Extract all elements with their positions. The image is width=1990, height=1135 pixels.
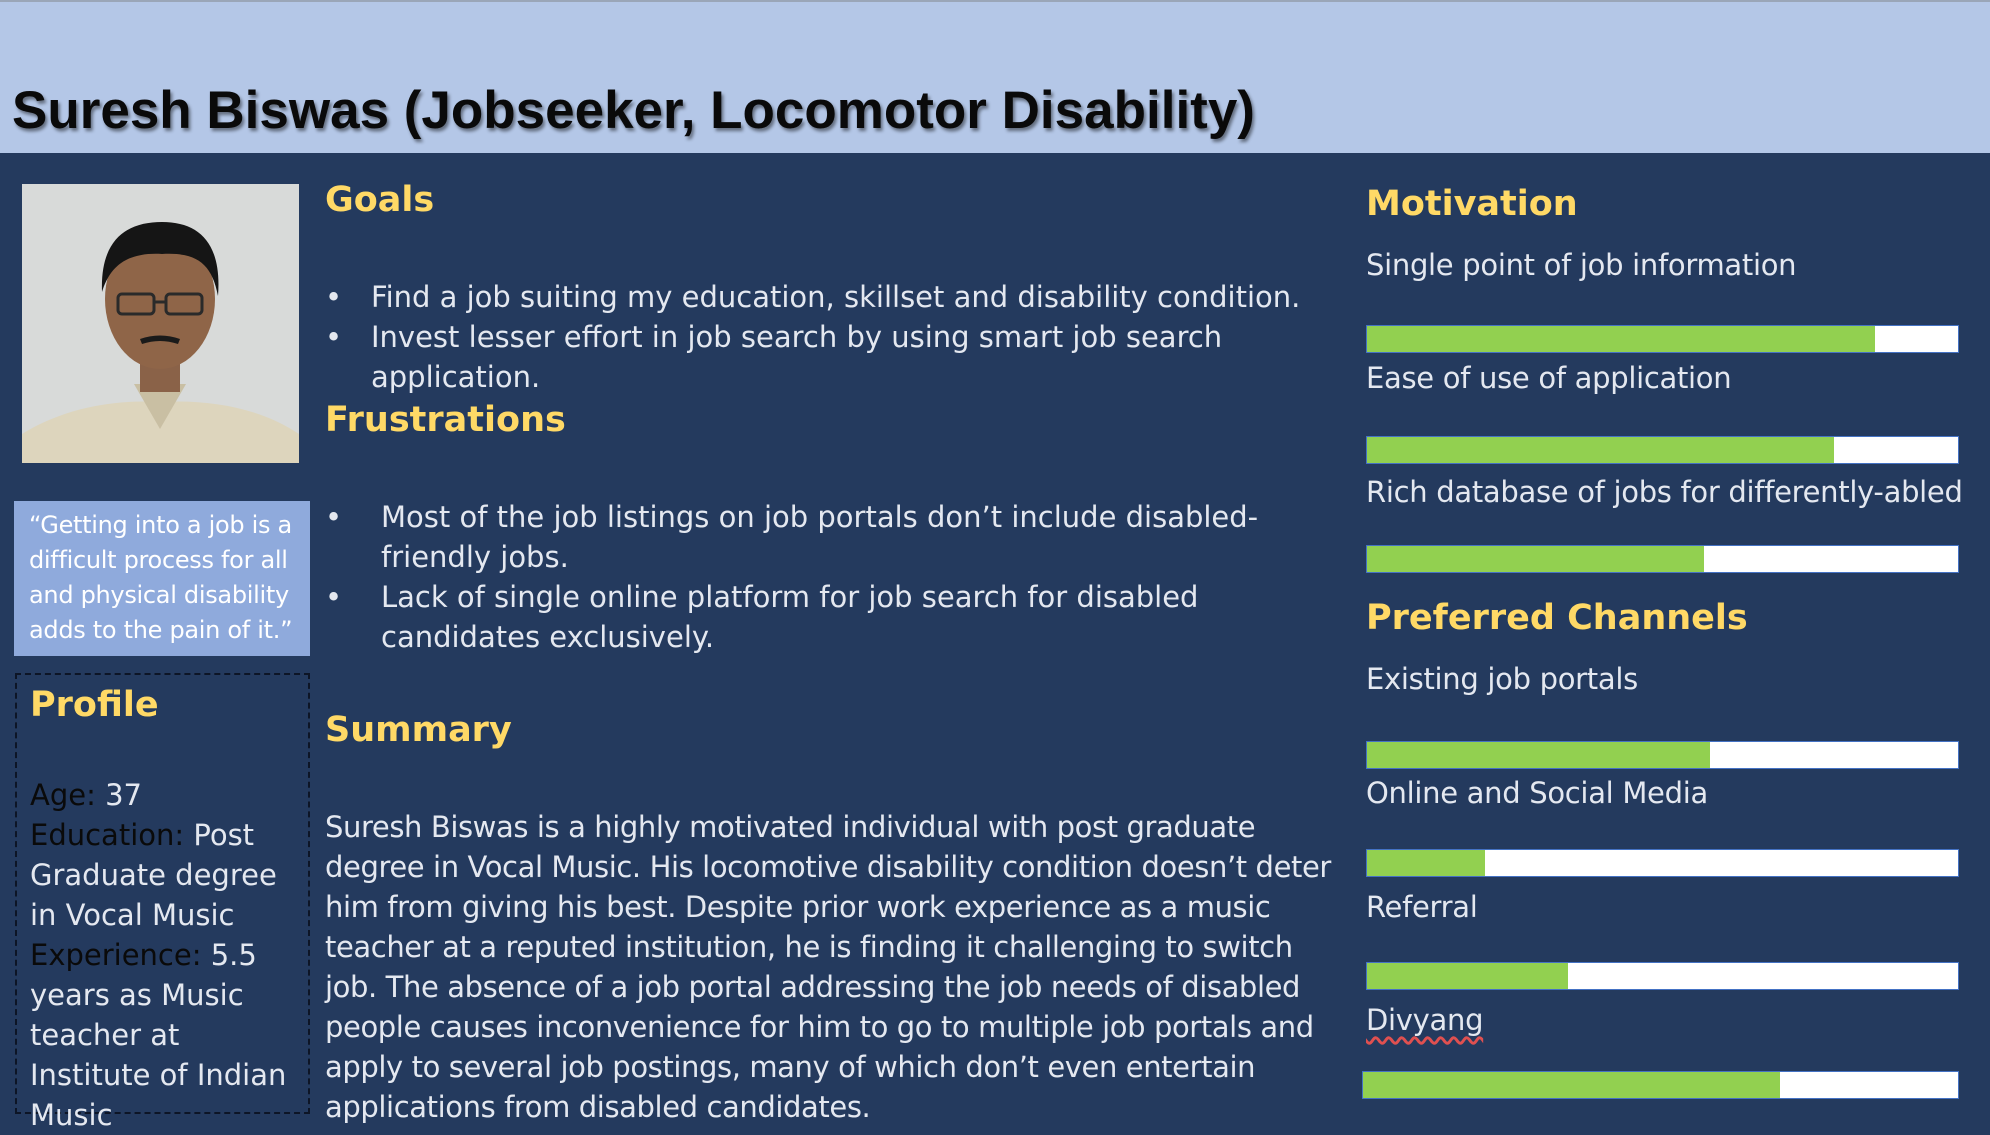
goal-item: Find a job suiting my education, skillse… <box>325 277 1335 317</box>
channel-bar <box>1366 962 1959 990</box>
age-label: Age: <box>30 778 96 812</box>
persona-photo <box>22 184 299 463</box>
motivation-label: Rich database of jobs for differently-ab… <box>1366 475 1963 509</box>
bar-fill <box>1367 546 1704 572</box>
persona-quote: “Getting into a job is a difficult proce… <box>14 501 310 656</box>
summary-text: Suresh Biswas is a highly motivated indi… <box>325 810 1331 1124</box>
frustration-item: Most of the job listings on job portals … <box>325 497 1320 577</box>
channel-label: Divyang <box>1366 1003 1484 1037</box>
motivation-label: Ease of use of application <box>1366 361 1732 395</box>
goals-list: Find a job suiting my education, skillse… <box>325 277 1335 397</box>
channel-label: Existing job portals <box>1366 662 1638 696</box>
goal-item: Invest lesser effort in job search by us… <box>325 317 1335 397</box>
education-label: Education: <box>30 818 185 852</box>
bar-fill <box>1367 326 1876 352</box>
bar-fill <box>1367 963 1568 989</box>
channel-label: Online and Social Media <box>1366 776 1708 810</box>
experience-label: Experience: <box>30 938 202 972</box>
age-value: 37 <box>95 778 142 812</box>
goals-heading: Goals <box>325 180 435 220</box>
profile-heading: Profile <box>30 685 159 725</box>
education-value: Post Graduate degree in Vocal Music <box>30 818 277 932</box>
channel-bar <box>1366 741 1959 769</box>
bar-fill <box>1363 1072 1780 1098</box>
profile-details: Age: 37 Education: Post Graduate degree … <box>30 775 308 1135</box>
page-title: Suresh Biswas (Jobseeker, Locomotor Disa… <box>12 81 1255 140</box>
channel-bar <box>1362 1071 1959 1099</box>
motivation-label: Single point of job information <box>1366 248 1797 282</box>
profile-box: Profile Age: 37 Education: Post Graduate… <box>15 673 310 1132</box>
channels-heading: Preferred Channels <box>1366 598 1748 638</box>
channel-bar <box>1366 849 1959 877</box>
bar-fill <box>1367 850 1486 876</box>
motivation-heading: Motivation <box>1366 184 1578 224</box>
frustrations-list: Most of the job listings on job portals … <box>325 497 1320 657</box>
title-banner: Suresh Biswas (Jobseeker, Locomotor Disa… <box>0 0 1990 153</box>
frustration-item: Lack of single online platform for job s… <box>325 577 1320 657</box>
motivation-bar <box>1366 545 1959 573</box>
motivation-bar <box>1366 436 1959 464</box>
frustrations-heading: Frustrations <box>325 400 566 440</box>
summary-heading: Summary <box>325 710 512 750</box>
bar-fill <box>1367 742 1710 768</box>
bar-fill <box>1367 437 1834 463</box>
motivation-bar <box>1366 325 1959 353</box>
experience-value: 5.5 years as Music teacher at Institute … <box>30 938 287 1132</box>
channel-label: Referral <box>1366 890 1478 924</box>
